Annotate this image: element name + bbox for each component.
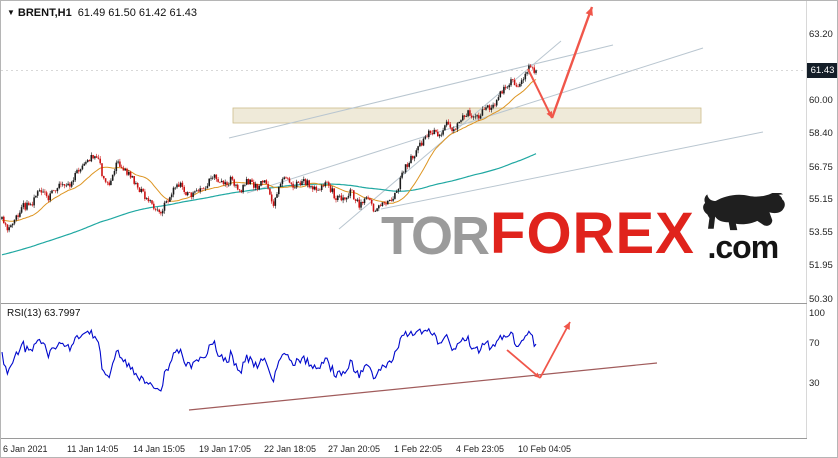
rsi-axis-label: 100 [809,308,825,319]
rsi-legend: RSI(13) 63.7997 [7,308,81,319]
time-axis-label: 1 Feb 22:05 [394,444,443,454]
current-price-tag: 61.43 [807,63,837,78]
forecast-arrow-rsi-1-head [534,372,540,378]
rsi-axis-label: 70 [809,338,820,349]
bull-logo-icon [702,193,785,231]
price-axis-label: 60.00 [809,95,833,106]
price-axis-label: 58.40 [809,128,833,139]
time-axis-label: 10 Feb 04:05 [518,444,572,454]
time-axis-label: 6 Jan 2021 [3,444,48,454]
ma-slow-line [1,153,537,256]
candles-up-bodies [1,65,537,231]
rsi-line [1,327,537,392]
forecast-arrow-rsi-2-head [563,322,570,330]
price-axis-label: 55.15 [809,194,833,205]
forecast-arrow-main-2-head [585,7,593,16]
instrument-symbol: BRENT,H1 [17,7,72,19]
candles-up-wicks [1,63,537,233]
time-axis-label: 14 Jan 15:05 [133,444,186,454]
instrument-icon: ▼ [7,8,15,17]
forecast-arrow-rsi-2 [539,321,571,379]
axis-separator [806,1,807,438]
forecast-arrow-main-1-head [546,111,552,118]
price-axis-label: 56.75 [809,162,833,173]
time-axis-label: 4 Feb 23:05 [456,444,505,454]
forecast-arrow-main-1 [527,68,553,119]
trend-line-1 [228,44,614,139]
watermark-com: .com [707,229,779,265]
candles-down-wicks [3,64,535,233]
price-axis-label: 53.55 [809,227,833,238]
time-axis-label: 22 Jan 18:05 [264,444,317,454]
rsi-support-trendline [188,362,658,411]
trend-line-2 [246,47,704,194]
forecast-arrow-rsi-1 [506,349,541,379]
ma-fast-line [1,79,537,222]
candles-down-bodies [3,65,535,231]
rsi-axis-label: 30 [809,378,820,389]
instrument-ohlc: 61.49 61.50 61.42 61.43 [77,7,197,19]
watermark: TOR FOREX .com [381,193,787,263]
time-axis-label: 27 Jan 20:05 [328,444,381,454]
time-axis-label: 11 Jan 14:05 [67,444,119,454]
time-axis-label: 19 Jan 17:05 [199,444,252,454]
panel-separator-top [1,303,807,304]
price-axis-label: 50.30 [809,294,833,305]
instrument-legend: ▼ BRENT,H1 61.49 61.50 61.42 61.43 [7,7,197,19]
price-axis-label: 63.20 [809,29,833,40]
forecast-arrow-main-2 [550,6,594,119]
watermark-tor: TOR [381,206,490,266]
watermark-forex: FOREX [490,201,695,266]
price-axis-label: 51.95 [809,260,833,271]
panel-separator-bottom [1,438,807,439]
trend-line-4 [380,131,764,210]
